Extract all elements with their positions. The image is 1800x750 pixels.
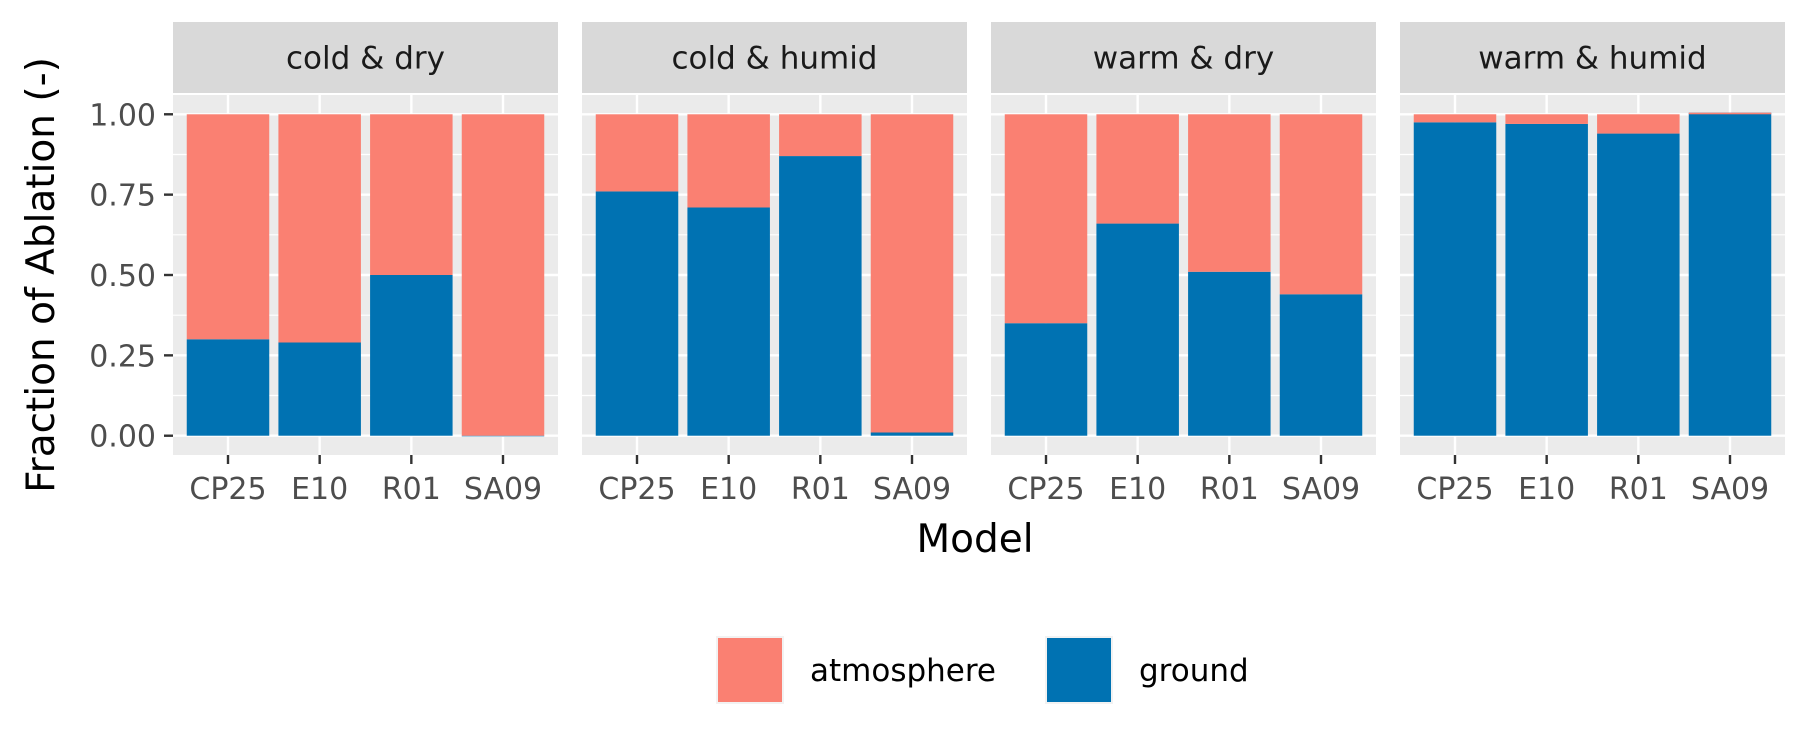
y-tick-label: 0.50	[89, 259, 156, 294]
bar-atmosphere	[370, 114, 453, 276]
y-tick-label: 1.00	[89, 98, 156, 133]
facet-title: cold & humid	[672, 41, 878, 77]
facet-strip	[991, 22, 1376, 93]
bar-atmosphere	[186, 114, 270, 340]
bar-atmosphere	[1004, 114, 1088, 324]
x-tick-label: CP25	[598, 472, 675, 507]
x-tick-label: CP25	[1416, 472, 1493, 507]
bar-ground	[1597, 133, 1680, 436]
bar-ground	[1004, 323, 1088, 436]
facets-layer: cold & dry CP25 E10 R01 SA09 cold & humid CP25…	[173, 22, 1785, 507]
bar-ground	[1688, 112, 1772, 436]
bar-atmosphere	[687, 114, 770, 208]
facet-panel: warm & dry CP25 E10 R01 SA09	[991, 22, 1376, 507]
legend-swatch-ground	[1047, 638, 1111, 702]
x-tick-label: R01	[1609, 472, 1668, 507]
bar-atmosphere	[1096, 114, 1179, 224]
legend-swatch-atmosphere	[718, 638, 782, 702]
x-tick-label: SA09	[1282, 472, 1360, 507]
x-tick-label: CP25	[189, 472, 266, 507]
bar-atmosphere	[779, 114, 862, 157]
legend: atmosphere ground	[716, 636, 1249, 704]
bar-ground	[370, 275, 453, 436]
facet-panel: warm & humid CP25 E10 R01 SA09	[1400, 22, 1785, 507]
bar-atmosphere	[1505, 114, 1588, 124]
bar-ground	[1505, 123, 1588, 436]
bar-ground	[870, 432, 954, 436]
bar-ground	[595, 191, 679, 436]
bar-atmosphere	[461, 114, 545, 436]
facet-strip	[1400, 22, 1785, 93]
bar-atmosphere	[595, 114, 679, 192]
legend-label-ground: ground	[1139, 653, 1249, 689]
bar-atmosphere	[870, 114, 954, 433]
x-tick-label: R01	[791, 472, 850, 507]
y-tick-label: 0.00	[89, 420, 156, 455]
bar-ground	[779, 156, 862, 436]
bar-atmosphere	[1413, 114, 1497, 123]
bar-atmosphere	[1279, 114, 1363, 295]
facet-panel: cold & dry CP25 E10 R01 SA09	[173, 22, 558, 507]
facet-title: warm & dry	[1093, 41, 1274, 77]
bar-ground	[1279, 294, 1363, 436]
bar-ground	[186, 339, 270, 436]
x-axis-title: Model	[916, 517, 1033, 562]
x-tick-label: E10	[1518, 472, 1575, 507]
facet-title: warm & humid	[1478, 41, 1706, 77]
legend-label-atmosphere: atmosphere	[810, 653, 996, 689]
facet-title: cold & dry	[286, 41, 445, 77]
x-tick-label: SA09	[1691, 472, 1769, 507]
y-axis-title: Fraction of Ablation (-)	[19, 57, 64, 493]
bar-atmosphere	[1597, 114, 1680, 134]
bar-atmosphere	[278, 114, 361, 343]
bar-ground	[278, 342, 361, 436]
facet-strip	[173, 22, 558, 93]
bar-ground	[1188, 271, 1271, 436]
bar-ground	[687, 207, 770, 436]
facet-strip	[582, 22, 967, 93]
facet-panel: cold & humid CP25 E10 R01 SA09	[582, 22, 967, 507]
x-tick-label: E10	[700, 472, 757, 507]
bar-ground	[1413, 122, 1497, 436]
x-tick-label: E10	[291, 472, 348, 507]
x-tick-label: CP25	[1007, 472, 1084, 507]
x-tick-label: R01	[382, 472, 441, 507]
bar-ground	[461, 435, 545, 437]
y-tick-label: 0.75	[89, 179, 156, 214]
x-tick-label: SA09	[464, 472, 542, 507]
x-tick-label: R01	[1200, 472, 1259, 507]
x-tick-label: E10	[1109, 472, 1166, 507]
x-tick-label: SA09	[873, 472, 951, 507]
y-axis: 0.00 0.25 0.50 0.75 1.00	[89, 98, 173, 455]
bar-atmosphere	[1688, 112, 1772, 115]
bar-ground	[1096, 223, 1179, 436]
y-tick-label: 0.25	[89, 339, 156, 374]
bar-atmosphere	[1188, 114, 1271, 272]
